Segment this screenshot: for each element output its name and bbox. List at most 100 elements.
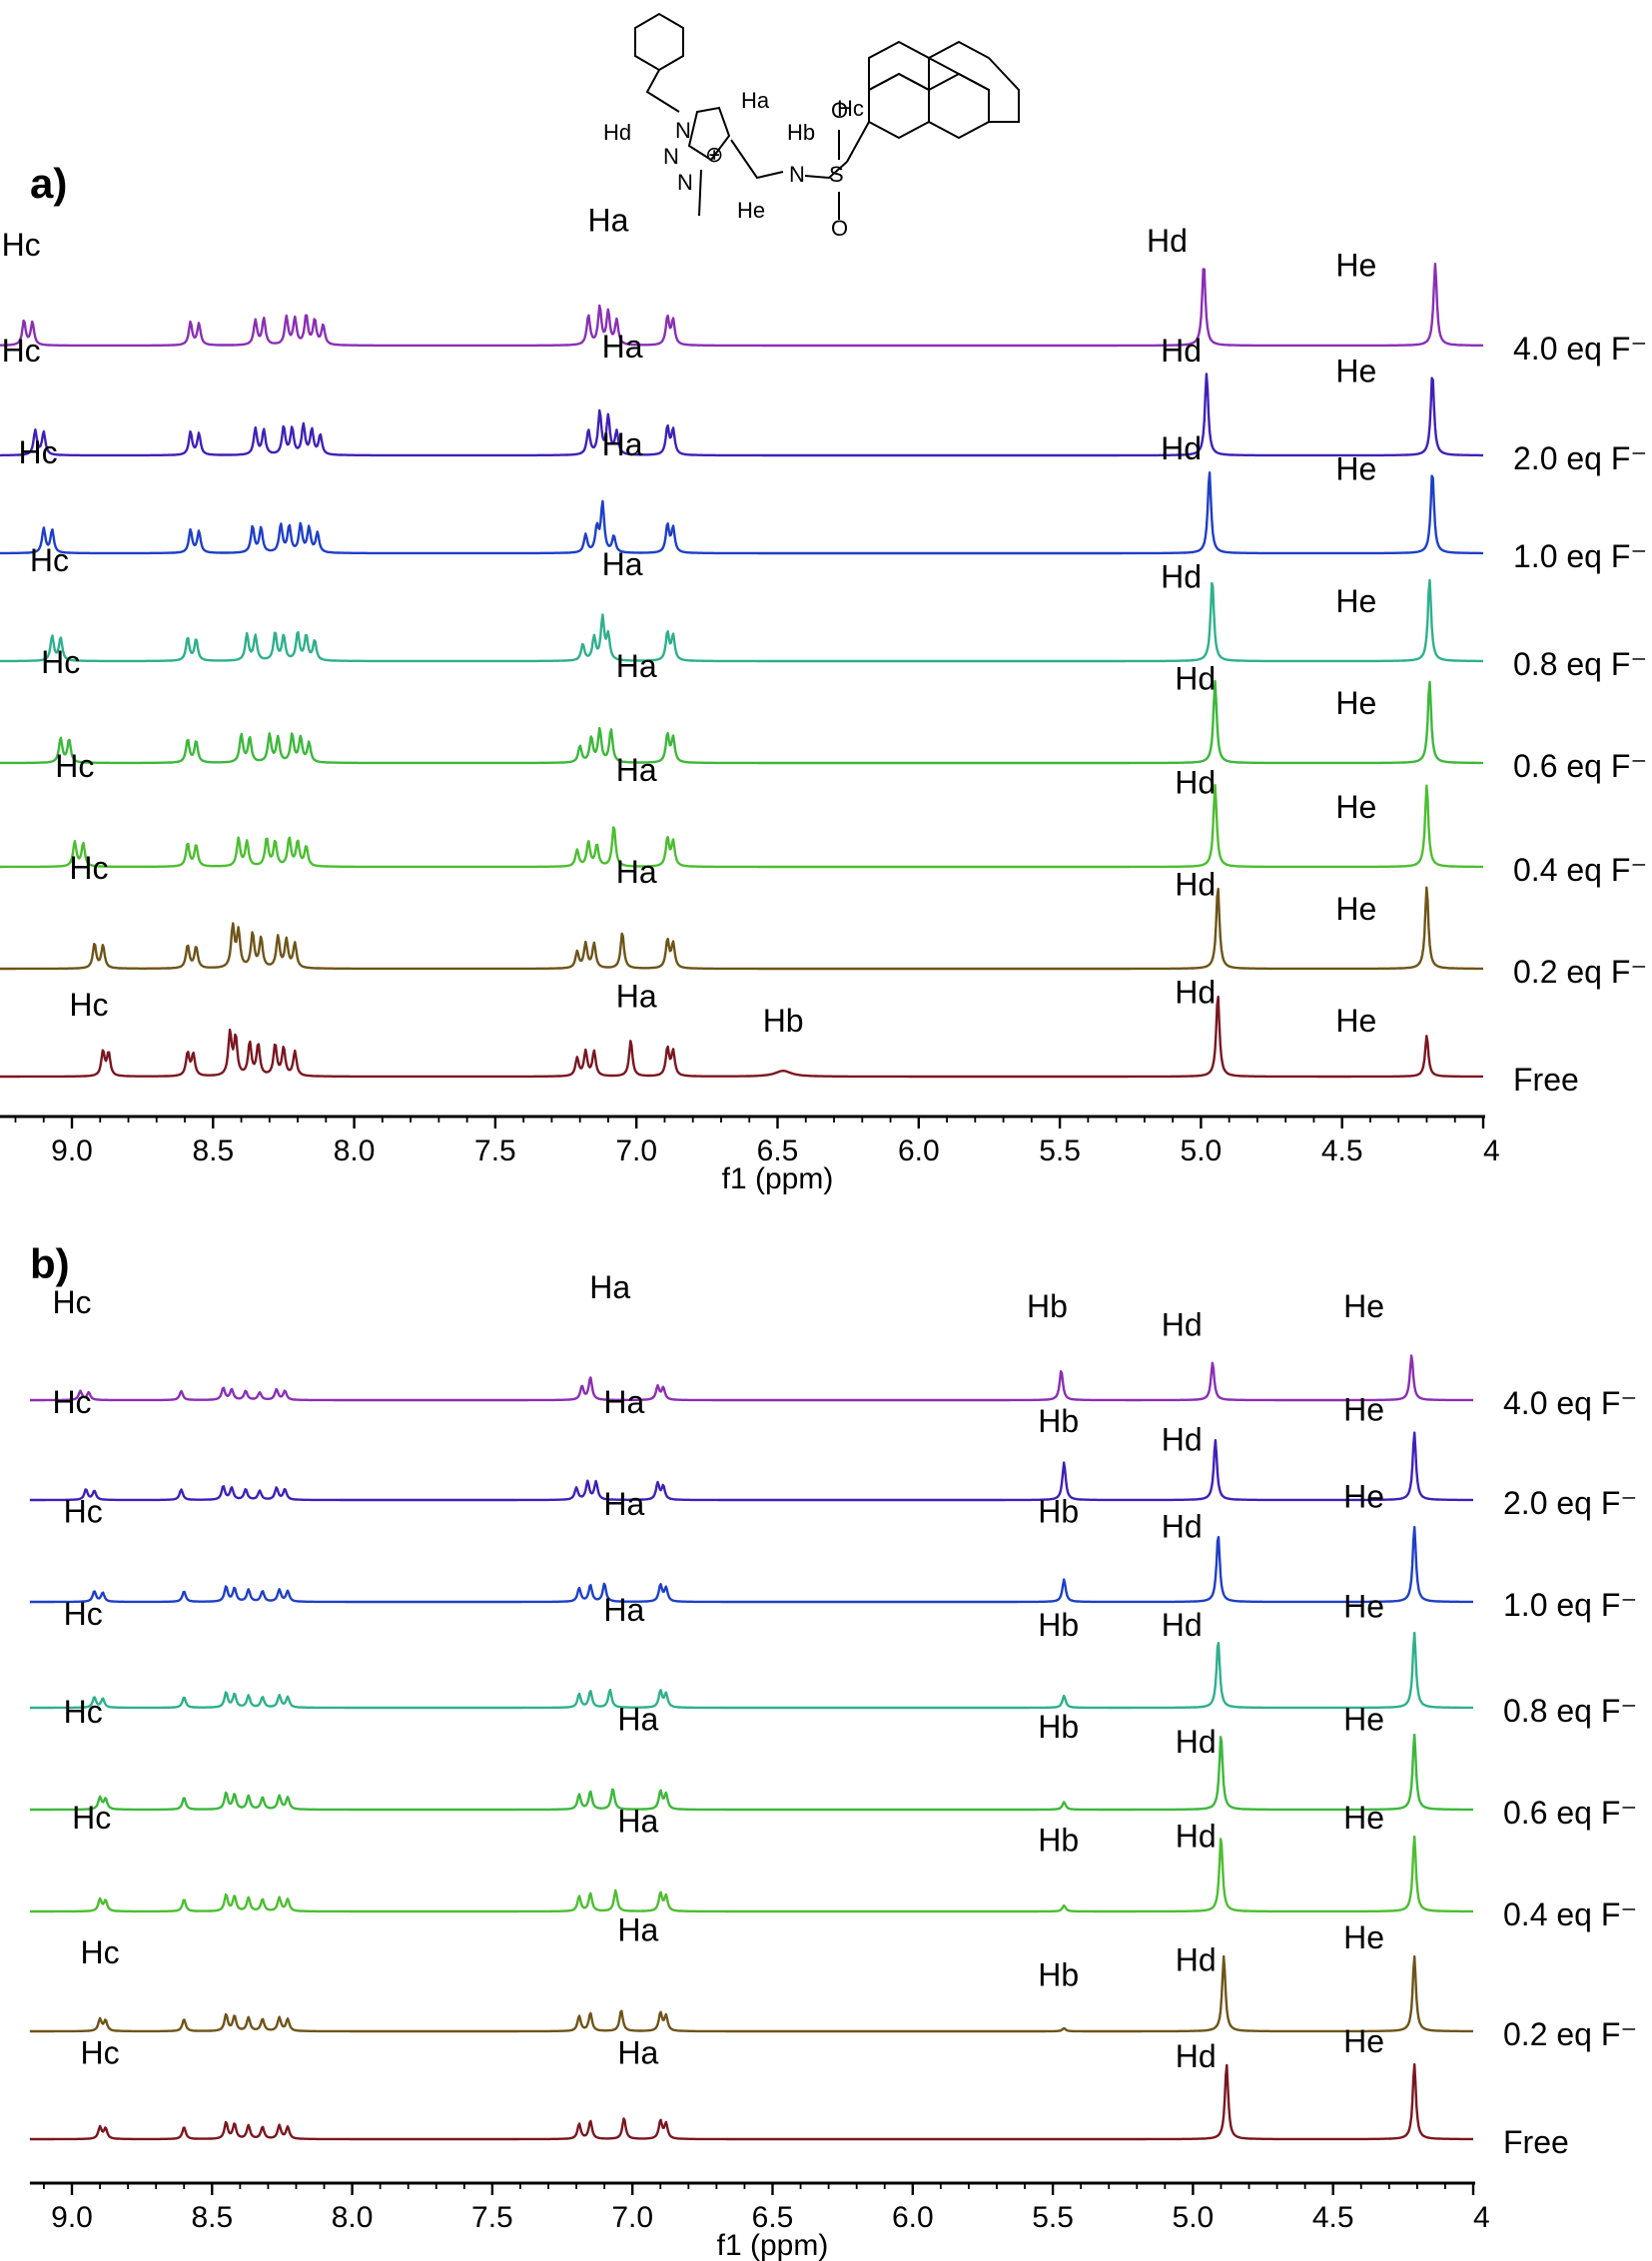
peak-label: Hd xyxy=(1162,1422,1203,1458)
triazolium-ring xyxy=(687,106,731,162)
spectrum-trace: Hc Ha Hd He 0.2 eq F⁻ xyxy=(0,850,1647,990)
x-tick-label: 4.5 xyxy=(1312,2201,1354,2234)
spectrum-line xyxy=(29,2062,1474,2141)
peak-label: Hc xyxy=(69,987,108,1023)
molecule-atom-label: S xyxy=(829,162,844,187)
peak-label: He xyxy=(1343,1800,1384,1836)
peak-label: Hc xyxy=(81,1934,120,1970)
x-tick-label: 8.5 xyxy=(192,1134,234,1167)
peak-label: Ha xyxy=(616,752,657,788)
x-tick-label: 7.5 xyxy=(471,2201,513,2234)
peak-label: Ha xyxy=(616,854,657,890)
x-tick-label: 4 xyxy=(1473,2201,1490,2234)
triazolium-methyl-bond xyxy=(698,169,702,217)
peak-label: He xyxy=(1335,354,1376,389)
peak-label: Hd xyxy=(1175,975,1216,1011)
series-label: Free xyxy=(1503,2124,1569,2160)
series-label: 0.6 eq F⁻ xyxy=(1503,1795,1637,1831)
peak-label: Ha xyxy=(603,1592,644,1628)
x-tick-label: 9.0 xyxy=(51,2201,93,2234)
peak-label: Hc xyxy=(81,2034,120,2070)
peak-label: Hc xyxy=(19,434,58,470)
pyrene-ring-4 xyxy=(926,40,1020,123)
spectrum-line xyxy=(29,1733,1474,1812)
x-axis: 9.0 8.5 8.0 7.5 7.0 6.5 6.0 5.5 5.0 4.5 4 f1 (ppm) xyxy=(29,2181,1490,2261)
peak-label: Hd xyxy=(1162,1509,1203,1545)
peak-label: Hc xyxy=(2,227,41,263)
series-label: 1.0 eq F⁻ xyxy=(1503,1587,1637,1623)
peak-label: He xyxy=(1335,248,1376,284)
molecule-atom-label: O xyxy=(831,98,848,123)
series-label: Free xyxy=(1513,1062,1579,1098)
molecule-structure xyxy=(634,12,1020,220)
peak-label: Hc xyxy=(52,1384,91,1420)
molecule-atom-label: N xyxy=(677,170,693,195)
peak-label: Ha xyxy=(617,1702,658,1738)
pyrene-ring-2 xyxy=(928,72,990,140)
x-tick-label: 7.0 xyxy=(611,2201,653,2234)
peak-label: He xyxy=(1343,1288,1384,1324)
spectrum-line xyxy=(29,1431,1474,1502)
molecule-atom-label: N xyxy=(789,162,805,187)
x-tick-label: 5.5 xyxy=(1039,1134,1081,1167)
peak-label: Hd xyxy=(1162,1307,1203,1343)
panel-label: a) xyxy=(30,160,67,207)
pyrene-so2-bond xyxy=(846,121,870,163)
molecule-atom-label: Hc xyxy=(837,96,864,121)
x-tick-label: 7.5 xyxy=(474,1134,516,1167)
peak-label: Hb xyxy=(1038,1822,1079,1858)
peak-label: Hb xyxy=(1038,1494,1079,1530)
peak-label: Hc xyxy=(69,850,108,886)
molecule-atom-label: He xyxy=(737,198,765,223)
x-tick-label: 9.0 xyxy=(51,1134,93,1167)
benzyl-ring xyxy=(634,12,684,72)
peak-label: Hd xyxy=(1161,333,1202,369)
x-tick-label: 5.0 xyxy=(1173,2201,1215,2234)
pyrene-ring-1 xyxy=(868,72,930,140)
series-label: 4.0 eq F⁻ xyxy=(1503,1385,1637,1421)
spectrum-line xyxy=(0,783,1484,869)
peak-label: Ha xyxy=(602,546,643,582)
spectrum-trace: Hc Ha Hb Hd He 0.4 eq F⁻ xyxy=(29,1800,1637,1932)
peak-label: Hb xyxy=(1027,1288,1068,1324)
peak-label: Hc xyxy=(64,1694,103,1730)
series-label: 2.0 eq F⁻ xyxy=(1503,1485,1637,1521)
x-tick-label: 5.5 xyxy=(1032,2201,1074,2234)
peak-label: Hd xyxy=(1176,1724,1217,1760)
series-label: 0.2 eq F⁻ xyxy=(1513,954,1647,990)
peak-label: He xyxy=(1335,1003,1376,1039)
peak-label: Ha xyxy=(616,979,657,1015)
peak-label: Hc xyxy=(72,1800,111,1836)
peak-label: Ha xyxy=(617,1804,658,1840)
peak-label: He xyxy=(1335,891,1376,927)
x-axis: 9.0 8.5 8.0 7.5 7.0 6.5 6.0 5.5 5.0 4.5 4 f1 (ppm) xyxy=(0,1115,1500,1195)
peak-label: Hd xyxy=(1176,2038,1217,2074)
panel-label: b) xyxy=(30,1240,70,1287)
spectrum-trace: Hc Ha Hd He 4.0 eq F⁻ xyxy=(0,203,1647,367)
spectrum-line xyxy=(29,1354,1474,1402)
peak-label: He xyxy=(1343,2023,1384,2059)
peak-label: Hb xyxy=(763,1003,804,1039)
peak-label: Hc xyxy=(64,1596,103,1632)
peak-label: Ha xyxy=(617,1911,658,1947)
spectrum-trace: Hc Ha Hd He 0.4 eq F⁻ xyxy=(0,748,1647,888)
series-label: 0.8 eq F⁻ xyxy=(1503,1693,1637,1729)
spectrum-line xyxy=(0,886,1484,971)
peak-label: Hc xyxy=(30,542,69,578)
x-tick-label: 4 xyxy=(1483,1134,1500,1167)
spectrum-trace: Hc Ha Hd He 0.6 eq F⁻ xyxy=(0,644,1647,784)
spectrum-line xyxy=(0,373,1484,457)
peak-label: Hd xyxy=(1161,430,1202,466)
x-tick-label: 7.0 xyxy=(615,1134,657,1167)
peak-label: Ha xyxy=(603,1384,644,1420)
molecule-atom-label: Hd xyxy=(603,120,631,145)
spectrum-trace: Hc Ha Hb Hd He 4.0 eq F⁻ xyxy=(29,1269,1637,1421)
spectrum-line xyxy=(0,263,1484,348)
peak-label: He xyxy=(1343,1479,1384,1515)
peak-label: Hc xyxy=(2,333,41,369)
panel-b: b) Hc Ha Hb Hd He 4.0 eq F⁻ Hc Ha Hb Hd He 2.0 eq F⁻… xyxy=(29,1240,1637,2261)
peak-label: He xyxy=(1335,789,1376,825)
spectrum-trace: Hc Ha Hb Hd He 0.6 eq F⁻ xyxy=(29,1694,1637,1831)
